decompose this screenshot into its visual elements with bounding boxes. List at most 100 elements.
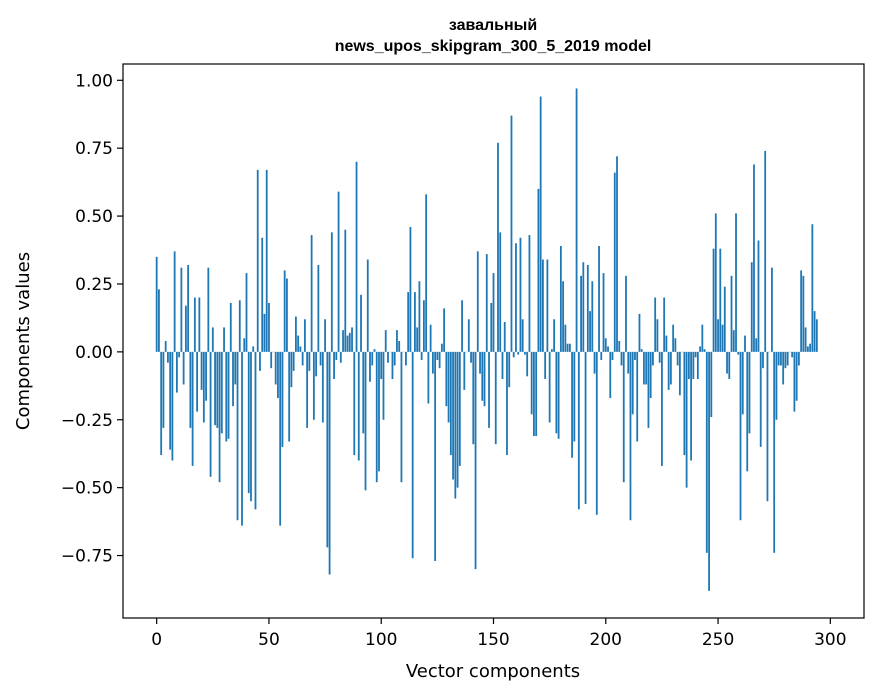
bar-81	[337, 191, 340, 352]
bar-7	[171, 351, 174, 461]
y-axis-label: Components values	[13, 252, 34, 430]
bar-245	[705, 351, 708, 553]
bar-108	[398, 341, 401, 352]
bar-161	[517, 351, 520, 355]
bar-36	[236, 351, 239, 521]
bar-249	[714, 213, 717, 352]
bar-236	[685, 351, 688, 488]
bar-5	[167, 351, 169, 363]
bar-4	[164, 341, 167, 352]
bar-40	[245, 273, 248, 352]
bar-221	[652, 351, 654, 366]
x-tick-label-0: 0	[151, 630, 162, 650]
bar-242	[699, 346, 701, 352]
bar-1	[158, 289, 160, 352]
bar-97	[373, 349, 376, 352]
bar-259	[737, 351, 740, 355]
bar-180	[559, 245, 562, 352]
bar-228	[667, 351, 670, 390]
bar-37	[238, 300, 241, 352]
bar-195	[593, 351, 596, 374]
bar-25	[211, 327, 214, 352]
bar-23	[207, 267, 210, 352]
bar-285	[795, 351, 798, 401]
bar-220	[649, 351, 652, 399]
bar-189	[580, 275, 582, 352]
bar-201	[607, 346, 609, 352]
bar-16	[191, 351, 194, 466]
bar-278	[780, 351, 782, 366]
chart-subtitle: news_upos_skipgram_300_5_2019 model	[335, 38, 652, 55]
bar-17	[193, 297, 196, 352]
bar-61	[292, 351, 295, 371]
bar-240	[694, 351, 697, 358]
bar-290	[806, 346, 809, 352]
bar-28	[218, 351, 221, 483]
bar-137	[463, 351, 466, 390]
bar-132	[452, 351, 454, 480]
bar-124	[434, 351, 437, 561]
bar-13	[184, 305, 187, 352]
y-tick-label-0: −0.75	[61, 547, 113, 567]
bar-64	[299, 346, 302, 352]
bar-74	[321, 351, 324, 423]
bar-181	[562, 281, 565, 352]
bar-169	[535, 351, 538, 437]
bar-247	[710, 351, 713, 418]
bar-95	[369, 351, 371, 382]
bar-83	[342, 330, 344, 352]
bar-50	[268, 302, 270, 352]
bar-57	[283, 270, 286, 352]
bar-85	[346, 335, 349, 352]
bar-212	[631, 351, 634, 415]
bar-144	[479, 351, 481, 374]
bar-199	[602, 273, 605, 352]
bar-3	[162, 351, 165, 428]
x-axis-ticks: 0 50 100 150 200 250 300	[151, 618, 847, 650]
bar-222	[654, 297, 657, 352]
bar-268	[757, 240, 760, 352]
bar-210	[627, 351, 630, 374]
bar-187	[575, 88, 578, 352]
bar-122	[429, 324, 432, 352]
bar-203	[611, 351, 614, 361]
bar-92	[362, 351, 365, 434]
bar-116	[416, 327, 419, 352]
bar-224	[658, 351, 661, 363]
bar-253	[723, 286, 726, 352]
bar-71	[315, 351, 318, 377]
bar-123	[431, 351, 434, 374]
bar-217	[643, 351, 645, 385]
bar-230	[672, 324, 675, 352]
bar-89	[355, 161, 358, 352]
bar-6	[169, 351, 172, 450]
bar-70	[312, 351, 315, 420]
bar-238	[690, 351, 692, 461]
bar-188	[577, 351, 580, 510]
bar-248	[712, 248, 715, 352]
bar-68	[308, 351, 311, 371]
y-tick-label-6: 0.75	[75, 139, 113, 159]
bar-251	[719, 248, 722, 352]
bar-32	[227, 351, 230, 439]
bar-178	[555, 351, 558, 434]
bar-173	[544, 351, 547, 380]
bar-21	[202, 351, 205, 423]
bar-197	[598, 245, 600, 352]
y-tick-label-1: −0.50	[61, 479, 113, 499]
bar-263	[746, 351, 749, 472]
bar-246	[708, 351, 710, 591]
bar-289	[804, 327, 807, 352]
bar-120	[425, 194, 428, 352]
bar-43	[252, 346, 255, 352]
bar-149	[490, 302, 493, 352]
bar-257	[732, 330, 735, 352]
chart-title: завальный	[449, 17, 537, 34]
bar-164	[524, 351, 526, 355]
bar-226	[663, 297, 666, 352]
bar-165	[526, 351, 529, 377]
bar-172	[542, 259, 544, 352]
bar-109	[400, 351, 403, 483]
bar-41	[247, 351, 250, 494]
bar-49	[265, 169, 268, 352]
